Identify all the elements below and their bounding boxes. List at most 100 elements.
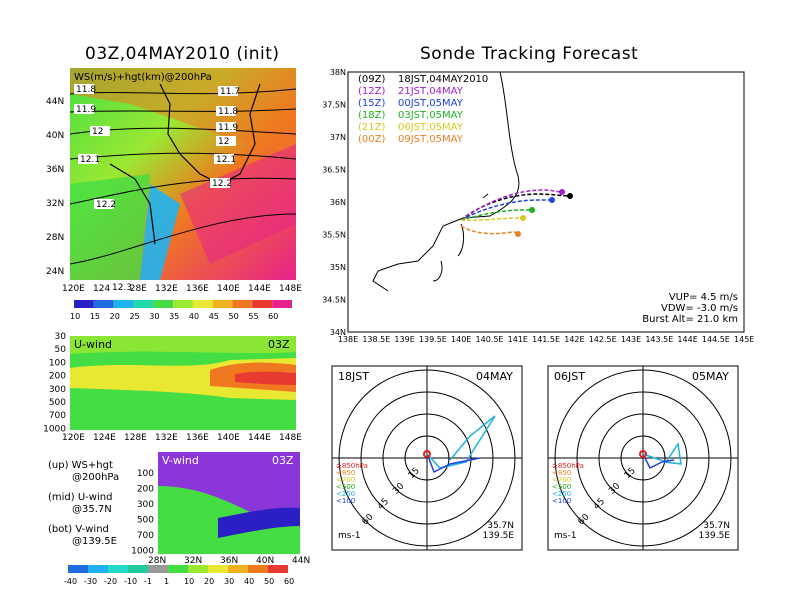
contour-label: 12.1	[80, 155, 100, 165]
track-endpoint	[529, 207, 535, 213]
contour-label-bg	[216, 122, 236, 132]
lat-tick: 24N	[46, 267, 64, 277]
legend-time: 03JST,05MAY	[398, 110, 464, 121]
colorbar-label: 60	[284, 577, 294, 586]
lon-tick: 145E	[734, 335, 754, 344]
colorbar-swatch	[228, 565, 248, 573]
colorbar-label: 30	[224, 577, 234, 586]
contour-label-bg	[210, 178, 230, 188]
hodo-legend-item: <850	[336, 469, 355, 477]
lon-tick: 140E	[217, 433, 240, 442]
vwind-panel: V-wind 03Z 100 200 300 500 700 1000 28N 32N 36N…	[131, 452, 310, 564]
pressure-tick: 1000	[43, 424, 66, 434]
hodo-trace	[427, 455, 481, 474]
colorbar-swatch	[128, 565, 148, 573]
colorbar-swatch	[74, 300, 94, 308]
pressure-tick: 50	[55, 345, 67, 355]
lon-tick: 144E	[248, 284, 271, 294]
lat-tick: 40N	[46, 131, 64, 141]
lon-tick: 144E	[677, 335, 697, 344]
hodo-legend-item: <250	[552, 490, 571, 498]
ws-jet-core	[180, 144, 296, 264]
contour-label-bg	[214, 154, 234, 164]
hodo-origin	[639, 450, 647, 458]
pressure-tick: 100	[137, 469, 154, 479]
lat-tick: 44N	[292, 556, 310, 564]
lon-tick: 142E	[564, 335, 584, 344]
lon-tick: 138.5E	[362, 335, 390, 344]
legend-zulu: (18Z)	[358, 110, 385, 121]
colorbar-swatch	[268, 565, 288, 573]
vwind-pressure-ticks: 100 200 300 500 700 1000	[131, 469, 154, 557]
hodo-unit: ms-1	[554, 531, 576, 541]
hodo-trace	[426, 415, 496, 469]
tracking-frame	[347, 71, 745, 333]
colorbar-label: 30	[149, 312, 159, 321]
tracking-lon-ticks: 138E 138.5E 139E 139.5E 140E 140.5E 141E 141.5E…	[338, 335, 755, 344]
note-line: @200hPa	[72, 472, 120, 483]
colorbar-label: -20	[104, 577, 117, 586]
hodo-legend-item: <700	[552, 476, 571, 484]
track-endpoint	[567, 193, 573, 199]
ws-weak-region	[70, 174, 150, 280]
lat-tick: 28N	[148, 556, 166, 564]
contour-label-bg	[218, 86, 238, 96]
contour-label: 11.7	[220, 87, 240, 97]
contour-label-bg	[216, 136, 236, 146]
lon-tick: 142.5E	[589, 335, 617, 344]
pressure-tick: 200	[49, 372, 66, 382]
hodo-time: 18JST	[338, 370, 369, 383]
colorbar-label: 20	[204, 577, 214, 586]
contour-label-bg	[74, 104, 94, 114]
track-path	[460, 199, 552, 221]
colorbar-swatch	[173, 300, 193, 308]
lon-tick: 143.5E	[645, 335, 673, 344]
note-line: @139.5E	[72, 536, 117, 547]
lon-tick: 148E	[279, 284, 302, 294]
uwind-jet-core	[235, 371, 296, 385]
lat-tick: 38N	[330, 68, 346, 77]
colorbar-swatch	[133, 300, 154, 308]
tracking-lat-ticks: 38N 37.5N 37N 36.5N 36N 35.5N 35N 34.5N 34N	[322, 68, 346, 337]
legend-zulu: (09Z)	[358, 74, 385, 85]
contour-label: 11.8	[218, 107, 238, 117]
contour-label-bg	[74, 84, 94, 94]
lat-tick: 32N	[46, 199, 64, 209]
colorbar-label: 40	[189, 312, 199, 321]
hodo-legend-item: <100	[336, 497, 355, 505]
legend-zulu: (12Z)	[358, 86, 385, 97]
legend-time: 06JST,05MAY	[398, 122, 464, 133]
lon-tick: 124E	[93, 284, 116, 294]
legend-time: 00JST,05MAY	[398, 98, 464, 109]
colorbar-label: 10	[184, 577, 194, 586]
ws-map-label: WS(m/s)+hgt(km)@200hPa	[74, 72, 212, 83]
colorbar-label: 10	[70, 312, 80, 321]
note-line: (mid) U-wind	[48, 492, 113, 503]
hodo-unit: ms-1	[338, 531, 360, 541]
hodo-legend-item: <700	[336, 476, 355, 484]
lon-tick: 148E	[279, 433, 302, 442]
colorbar-swatch	[248, 565, 268, 573]
pressure-tick: 30	[55, 332, 67, 342]
panel-notes: (up) WS+hgt @200hPa (mid) U-wind @35.7N (bot…	[48, 460, 119, 556]
contour-label-bg	[94, 199, 114, 209]
map-title: 03Z,04MAY2010 (init)	[85, 44, 280, 64]
lon-tick: 141E	[508, 335, 528, 344]
tracking-panel: (09Z) 18JST,04MAY2010 (12Z) 21JST,04MAY (15Z…	[322, 68, 755, 344]
panel-note: (up) WS+hgt @200hPa	[48, 460, 119, 484]
track-endpoint	[515, 231, 521, 237]
lat-tick: 35.5N	[322, 231, 346, 240]
colorbar-swatch	[252, 300, 273, 308]
lon-tick: 136E	[186, 284, 209, 294]
legend-zulu: (21Z)	[358, 122, 385, 133]
pressure-tick: 500	[49, 398, 66, 408]
lon-tick: 140E	[217, 284, 240, 294]
track-path	[460, 189, 563, 221]
vwind-label: V-wind	[162, 454, 199, 467]
colorbar-swatch	[208, 565, 228, 573]
param-line: VUP= 4.5 m/s	[669, 292, 738, 303]
colorbar-label: 50	[264, 577, 274, 586]
contour-label: 12	[92, 127, 103, 137]
lat-tick: 36N	[46, 165, 64, 175]
